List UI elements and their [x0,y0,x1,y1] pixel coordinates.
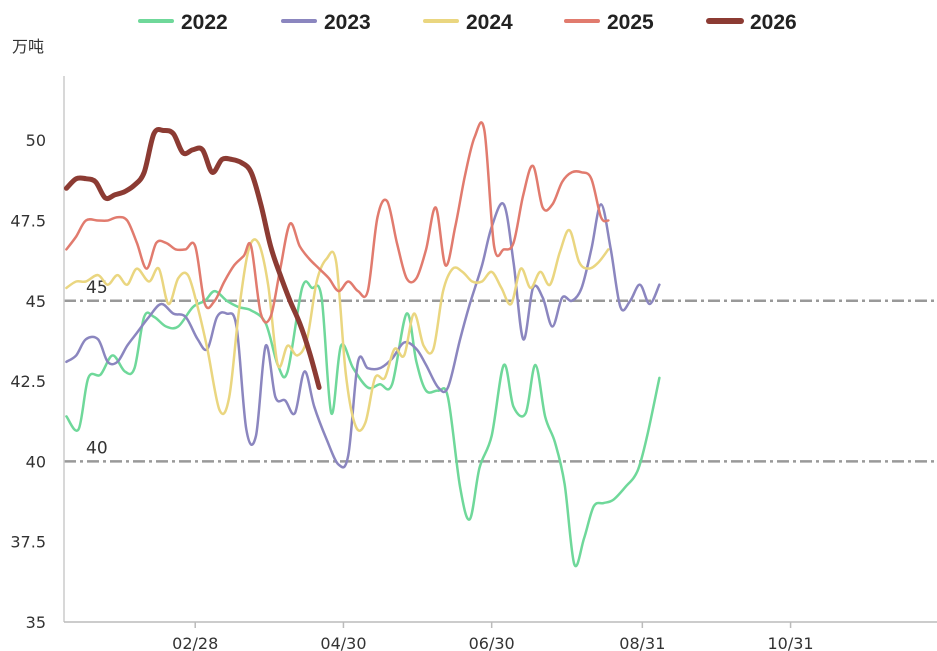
legend-label-2022[interactable]: 2022 [181,11,228,34]
x-tick-label: 04/30 [320,634,366,651]
series-line-2023 [65,202,661,469]
legend-label-2024[interactable]: 2024 [466,11,513,34]
legend-label-2025[interactable]: 2025 [607,11,654,34]
reference-line-label-45: 45 [86,278,108,298]
chart-legend: 2022 2023 2024 2025 2026 [138,11,797,34]
x-tick-label: 08/31 [619,634,665,651]
y-tick-label: 45 [26,292,46,311]
y-tick-label: 42.5 [10,372,46,391]
reference-line-label-40: 40 [86,438,108,458]
reference-lines: 45 40 [64,278,937,463]
y-tick-label: 35 [26,613,46,632]
series-line-2022 [65,280,661,568]
y-tick-label: 47.5 [10,211,46,230]
y-tick-label: 50 [26,131,46,150]
x-tick-label: 06/30 [469,634,515,651]
y-tick-label: 40 [26,452,46,471]
x-tick-label: 10/31 [768,634,814,651]
chart-axes: 35 37.5 40 42.5 45 47.5 50 02/28 04/30 06/30 08/31… [10,76,937,651]
series-line-2026 [63,127,322,390]
y-tick-label: 37.5 [10,533,46,552]
series-line-2025 [65,121,610,324]
legend-label-2026[interactable]: 2026 [750,11,797,34]
chart-series [63,121,661,568]
y-axis-unit-label: 万吨 [12,37,44,56]
x-tick-label: 02/28 [172,634,218,651]
legend-label-2023[interactable]: 2023 [324,11,371,34]
